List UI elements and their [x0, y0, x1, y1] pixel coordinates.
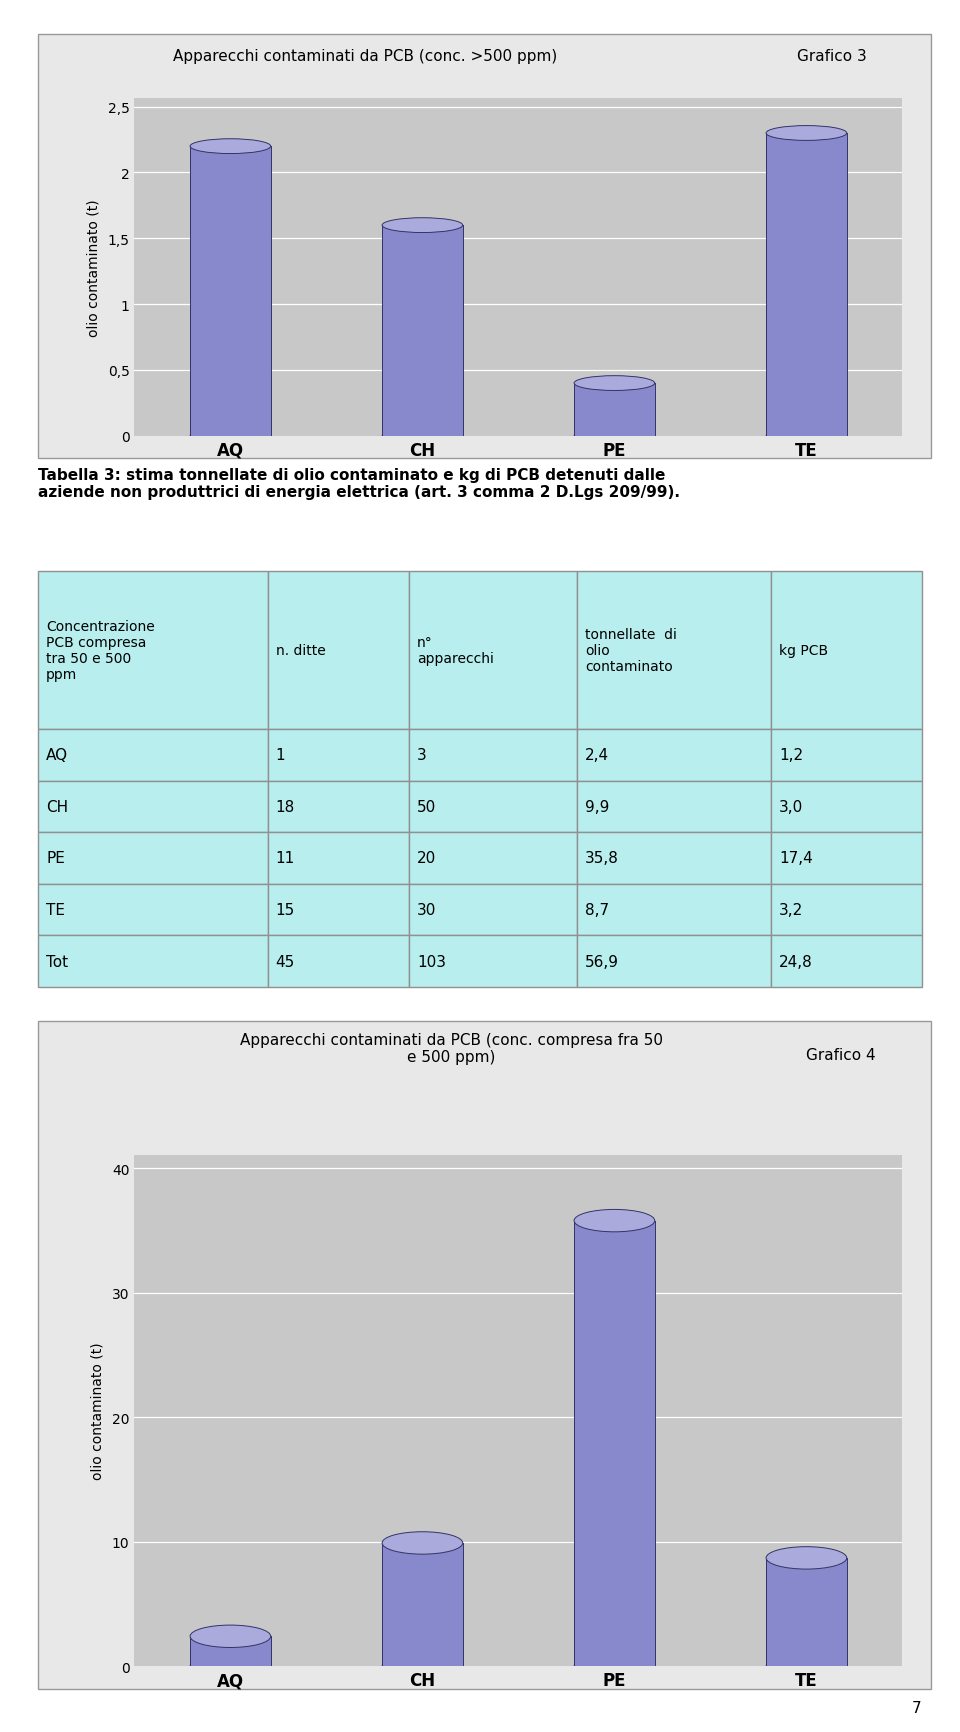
- Text: 50: 50: [417, 800, 436, 814]
- Ellipse shape: [382, 1656, 463, 1677]
- Text: kg PCB: kg PCB: [780, 644, 828, 658]
- Ellipse shape: [190, 1656, 271, 1677]
- Ellipse shape: [190, 1625, 271, 1647]
- Bar: [766, 1559, 847, 1666]
- Text: n°
apparecchi: n° apparecchi: [417, 636, 493, 665]
- Text: CH: CH: [46, 800, 68, 814]
- Ellipse shape: [574, 376, 655, 391]
- Text: 45: 45: [276, 954, 295, 968]
- Bar: [574, 1221, 655, 1666]
- Text: 8,7: 8,7: [585, 902, 609, 918]
- Text: TE: TE: [46, 902, 65, 918]
- Text: 3: 3: [417, 748, 427, 762]
- Text: 35,8: 35,8: [585, 850, 618, 866]
- Bar: [382, 1543, 463, 1666]
- Text: 11: 11: [276, 850, 295, 866]
- Ellipse shape: [574, 1209, 655, 1231]
- Text: AQ: AQ: [46, 748, 68, 762]
- Text: 1,2: 1,2: [780, 748, 804, 762]
- Text: PE: PE: [46, 850, 65, 866]
- Ellipse shape: [382, 430, 463, 443]
- Text: Grafico 4: Grafico 4: [806, 1048, 876, 1063]
- Text: 3,0: 3,0: [780, 800, 804, 814]
- Text: Concentrazione
PCB compresa
tra 50 e 500
ppm: Concentrazione PCB compresa tra 50 e 500…: [46, 620, 155, 682]
- Text: 30: 30: [417, 902, 437, 918]
- Ellipse shape: [382, 218, 463, 234]
- Ellipse shape: [382, 1531, 463, 1554]
- Bar: [382, 225, 463, 436]
- Text: 103: 103: [417, 954, 446, 968]
- Ellipse shape: [766, 126, 847, 142]
- Ellipse shape: [766, 1547, 847, 1569]
- Bar: [190, 1637, 271, 1666]
- Text: n. ditte: n. ditte: [276, 644, 325, 658]
- Text: Grafico 3: Grafico 3: [797, 48, 867, 64]
- Text: Tabella 3: stima tonnellate di olio contaminato e kg di PCB detenuti dalle
azien: Tabella 3: stima tonnellate di olio cont…: [38, 468, 681, 501]
- Text: 1: 1: [276, 748, 285, 762]
- Bar: [574, 385, 655, 436]
- Text: 18: 18: [276, 800, 295, 814]
- Text: Apparecchi contaminati da PCB (conc. compresa fra 50
e 500 ppm): Apparecchi contaminati da PCB (conc. com…: [240, 1032, 662, 1065]
- Text: Tot: Tot: [46, 954, 68, 968]
- Y-axis label: olio contaminato (t): olio contaminato (t): [86, 199, 101, 336]
- Text: 2,4: 2,4: [585, 748, 609, 762]
- Bar: [190, 147, 271, 436]
- Ellipse shape: [190, 140, 271, 154]
- Ellipse shape: [190, 430, 271, 443]
- Text: 56,9: 56,9: [585, 954, 619, 968]
- Text: 20: 20: [417, 850, 436, 866]
- Ellipse shape: [574, 1656, 655, 1677]
- Text: 15: 15: [276, 902, 295, 918]
- Ellipse shape: [766, 430, 847, 443]
- Text: 7: 7: [912, 1699, 922, 1715]
- Y-axis label: olio contaminato (t): olio contaminato (t): [91, 1342, 105, 1479]
- Text: 9,9: 9,9: [585, 800, 610, 814]
- Text: 3,2: 3,2: [780, 902, 804, 918]
- Bar: [766, 133, 847, 436]
- Ellipse shape: [766, 1656, 847, 1677]
- Text: 17,4: 17,4: [780, 850, 813, 866]
- Text: tonnellate  di
olio
contaminato: tonnellate di olio contaminato: [585, 627, 677, 674]
- Text: 24,8: 24,8: [780, 954, 813, 968]
- Ellipse shape: [574, 430, 655, 443]
- Text: Apparecchi contaminati da PCB (conc. >500 ppm): Apparecchi contaminati da PCB (conc. >50…: [173, 48, 557, 64]
